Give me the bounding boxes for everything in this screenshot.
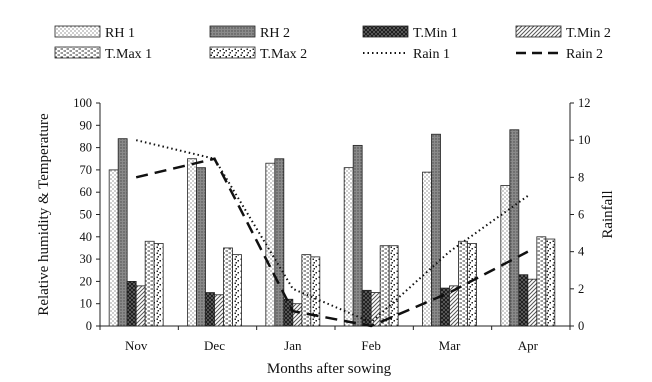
y-tick-label-left: 100 <box>73 96 92 110</box>
bar-t-max-1 <box>144 240 155 327</box>
bar-t-min-1 <box>205 292 215 327</box>
y-tick-label-left: 80 <box>80 141 93 155</box>
x-tick-label: Apr <box>518 338 539 353</box>
legend-label-rh-1: RH 1 <box>105 26 135 41</box>
bar-rh-1 <box>108 169 119 327</box>
bar-t-min-2 <box>292 303 303 327</box>
bar-rh-2 <box>196 167 206 327</box>
bar-t-min-2 <box>527 278 538 327</box>
x-tick-label: Nov <box>125 338 148 353</box>
y-tick-label-right: 10 <box>578 133 591 147</box>
bar-t-max-1 <box>223 247 233 327</box>
bar-t-max-2 <box>467 243 477 327</box>
bar-rh-1 <box>187 158 197 327</box>
bar-t-max-1 <box>536 236 547 327</box>
y-tick-label-right: 6 <box>578 208 584 222</box>
line-rain-2 <box>135 157 529 328</box>
legend: RH 1 RH 2 T.Min 1 T.Min 2 T.Max 1 T.Max 2 Rain… <box>54 25 611 62</box>
legend-label-t-min-2: T.Min 2 <box>566 26 611 41</box>
y-tick-label-right: 8 <box>578 170 584 184</box>
y-tick-label-right: 0 <box>578 319 584 333</box>
y-tick-label-right: 4 <box>578 245 585 259</box>
bar-t-min-1 <box>518 274 529 327</box>
legend-label-t-max-2: T.Max 2 <box>260 47 307 62</box>
y-tick-label-left: 10 <box>80 297 93 311</box>
line-rain-1 <box>135 139 529 324</box>
bar-t-max-2 <box>153 243 164 327</box>
bar-t-max-2 <box>545 238 556 327</box>
y-tick-label-left: 60 <box>80 185 93 199</box>
bar-t-max-2 <box>310 256 321 327</box>
y-tick-label-left: 90 <box>80 118 93 132</box>
y-tick-label-left: 50 <box>80 208 93 222</box>
x-axis-title: Months after sowing <box>267 361 392 377</box>
legend-label-rain-1: Rain 1 <box>413 47 450 62</box>
bar-t-max-2 <box>388 245 399 327</box>
bar-t-min-1 <box>126 280 137 327</box>
x-tick-label: Dec <box>204 338 225 353</box>
legend-swatch-rh-1 <box>54 25 101 38</box>
y-tick-label-right: 12 <box>578 96 591 110</box>
bar-rh-2 <box>431 133 441 327</box>
x-tick-label: Feb <box>361 338 381 353</box>
y-tick-label-right: 2 <box>578 282 584 296</box>
legend-swatch-t-min-1 <box>362 25 409 38</box>
y2-axis-title: Rainfall <box>600 190 616 238</box>
bar-rh-2 <box>352 144 363 327</box>
y-tick-label-left: 70 <box>80 163 93 177</box>
y-tick-label-left: 30 <box>80 252 93 266</box>
legend-swatch-rh-2 <box>209 25 256 38</box>
legend-swatch-t-max-1 <box>54 46 101 59</box>
legend-label-t-max-1: T.Max 1 <box>105 47 152 62</box>
bar-rh-1 <box>343 167 354 327</box>
x-tick-label: Jan <box>284 338 302 353</box>
legend-label-rh-2: RH 2 <box>260 26 290 41</box>
x-tick-label: Mar <box>439 338 461 353</box>
bar-rh-2 <box>117 138 128 327</box>
bar-t-min-2 <box>370 292 381 327</box>
bar-t-max-2 <box>232 254 242 327</box>
bar-t-min-1 <box>440 287 450 327</box>
bar-rh-2 <box>509 129 520 327</box>
y-tick-label-left: 0 <box>86 319 92 333</box>
plot-area: 0 10 20 30 40 50 60 70 80 90 100 0 2 4 6 8 10 12 Nov Dec Jan… <box>36 96 616 377</box>
bar-t-min-2 <box>135 285 146 327</box>
bar-rh-2 <box>274 158 285 327</box>
bar-rh-1 <box>500 185 511 327</box>
bar-t-min-2 <box>214 294 224 327</box>
bar-t-min-1 <box>283 298 294 327</box>
legend-label-t-min-1: T.Min 1 <box>413 26 458 41</box>
legend-swatch-t-max-2 <box>209 46 256 59</box>
y-tick-label-left: 20 <box>80 274 93 288</box>
bar-t-max-1 <box>458 240 468 327</box>
y-tick-label-left: 40 <box>80 230 93 244</box>
y-axis-title: Relative humidity & Temperature <box>36 113 52 316</box>
legend-label-rain-2: Rain 2 <box>566 47 603 62</box>
bar-t-max-1 <box>379 245 390 327</box>
legend-swatch-t-min-2 <box>515 25 562 38</box>
